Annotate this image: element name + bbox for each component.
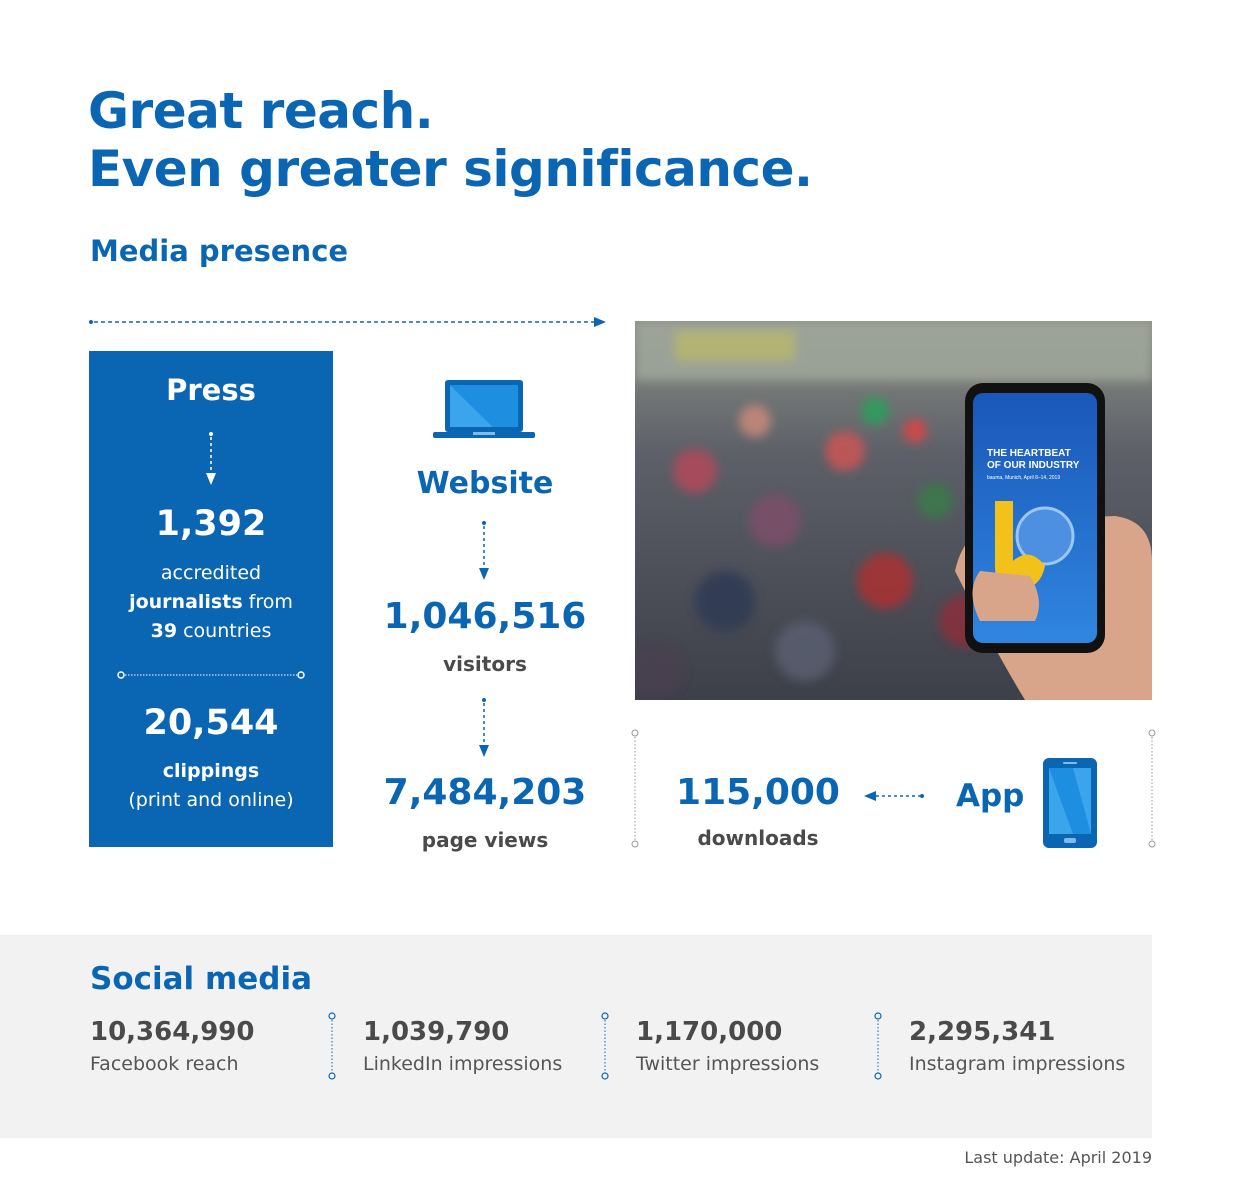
stat-label: Instagram impressions xyxy=(909,1053,1126,1075)
clippings-note: (print and online) xyxy=(128,789,294,811)
journalists-line-3: 39 countries xyxy=(89,617,333,646)
stat-value: 2,295,341 xyxy=(909,1017,1056,1047)
social-divider xyxy=(328,1012,336,1080)
title-line-1: Great reach. xyxy=(88,82,434,140)
social-divider xyxy=(601,1012,609,1080)
dotted-arrow-right-icon xyxy=(89,317,606,327)
journalists-word: journalists xyxy=(129,591,243,613)
app-heading: App xyxy=(956,778,1025,814)
press-heading: Press xyxy=(166,373,256,407)
press-panel: Press 1,392 accredited journalists from … xyxy=(89,351,333,847)
stat-value: 10,364,990 xyxy=(90,1017,255,1047)
visitors-count: 1,046,516 xyxy=(383,596,587,637)
last-update-note: Last update: April 2019 xyxy=(964,1148,1152,1167)
crowd-phone-photo: THE HEARTBEAT OF OUR INDUSTRY bauma, Mun… xyxy=(635,321,1152,700)
event-photo: THE HEARTBEAT OF OUR INDUSTRY bauma, Mun… xyxy=(635,321,1152,700)
countries-word: countries xyxy=(177,620,272,642)
dotted-arrow-down-icon xyxy=(206,432,216,485)
dotted-arrow-down-icon xyxy=(479,698,489,757)
social-media-panel: Social media 10,364,990 Facebook reach 1… xyxy=(0,935,1152,1138)
journalists-count: 1,392 xyxy=(155,504,267,544)
dotted-divider xyxy=(117,671,305,679)
title-line-2: Even greater significance. xyxy=(88,140,813,198)
phone-screen-line-1: THE HEARTBEAT xyxy=(987,448,1071,459)
vertical-divider-right xyxy=(1148,729,1156,848)
social-divider xyxy=(874,1012,882,1080)
pageviews-label: page views xyxy=(421,828,549,852)
dotted-arrow-down-icon xyxy=(479,521,489,580)
stat-value: 1,170,000 xyxy=(636,1017,783,1047)
pageviews-count: 7,484,203 xyxy=(383,772,587,813)
website-heading: Website xyxy=(416,466,554,501)
countries-count: 39 xyxy=(150,620,178,642)
section-title-media: Media presence xyxy=(90,234,349,268)
page-title: Great reach. Even greater significance. xyxy=(88,82,813,198)
stat-twitter: 1,170,000 Twitter impressions xyxy=(636,1017,819,1075)
smartphone-icon xyxy=(1043,758,1097,848)
stat-label: LinkedIn impressions xyxy=(363,1053,563,1075)
phone-screen-line-3: bauma, Munich, April 8–14, 2019 xyxy=(987,475,1060,481)
visitors-label: visitors xyxy=(443,652,527,676)
dotted-arrow-left-icon xyxy=(864,791,924,801)
downloads-count: 115,000 xyxy=(676,772,840,813)
clippings-label: clippings xyxy=(162,760,260,782)
vertical-divider-left xyxy=(631,729,639,848)
stat-instagram: 2,295,341 Instagram impressions xyxy=(909,1017,1125,1075)
stat-label: Facebook reach xyxy=(90,1053,239,1075)
stat-label: Twitter impressions xyxy=(636,1053,820,1075)
stat-linkedin: 1,039,790 LinkedIn impressions xyxy=(363,1017,562,1075)
journalists-line-2: journalists from xyxy=(89,588,333,617)
stat-value: 1,039,790 xyxy=(363,1017,510,1047)
phone-screen-line-2: OF OUR INDUSTRY xyxy=(987,460,1080,471)
journalists-from: from xyxy=(242,591,293,613)
social-heading: Social media xyxy=(90,961,313,997)
journalists-line-1: accredited xyxy=(160,562,262,584)
stat-facebook: 10,364,990 Facebook reach xyxy=(90,1017,254,1075)
laptop-icon xyxy=(433,380,535,438)
downloads-label: downloads xyxy=(697,826,819,850)
clippings-count: 20,544 xyxy=(143,703,279,743)
